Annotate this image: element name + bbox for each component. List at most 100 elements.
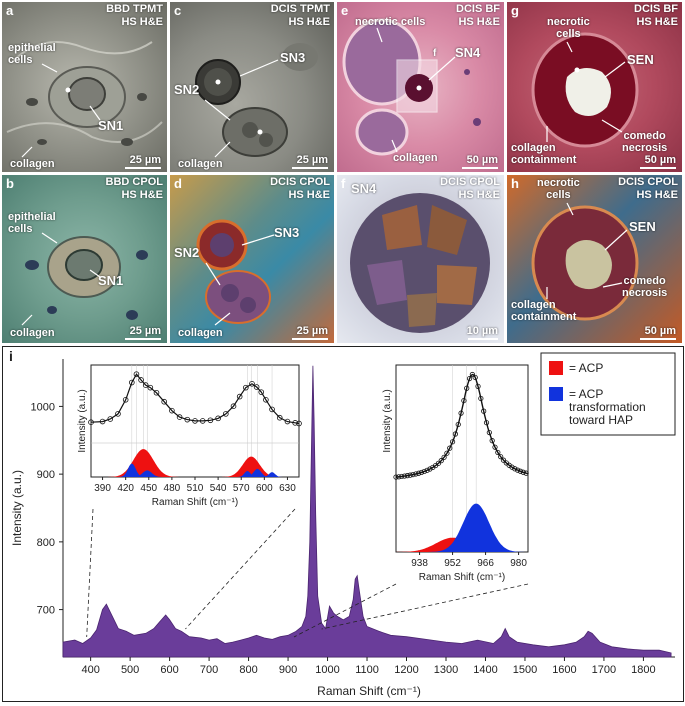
panel-c-image	[195, 43, 318, 157]
inset-right-data-point	[416, 470, 422, 476]
panel-c-scalebar: 25 µm	[292, 154, 328, 169]
inset-right-data-point	[472, 374, 478, 381]
panel-g-ann-sen: SEN	[627, 52, 654, 67]
inset-right-data-point	[413, 471, 419, 477]
panel-g-label: g	[511, 3, 519, 18]
inset-left-group: 390 420 450 480 510 540 570 600 630 Raman Shift (…	[77, 364, 302, 508]
inset-right-data-point	[469, 371, 475, 378]
inset-left-data-point	[215, 415, 221, 422]
panel-d: d DCIS CPOL HS H&E SN3 SN2 collagen 25 µ…	[170, 175, 334, 343]
panel-b-ann-epithelial: epithelial cells	[8, 211, 56, 235]
panel-d-title: DCIS CPOL HS H&E	[270, 176, 330, 201]
inset-left-data-point	[223, 411, 229, 417]
panel-c-label: c	[174, 3, 182, 18]
legend-frame	[540, 352, 676, 436]
panel-g-scalebar: 50 µm	[640, 154, 676, 169]
panel-h-ann-sen: SEN	[629, 219, 656, 234]
inset-left-component-hap	[236, 471, 259, 477]
panel-h-scale-label: 50 µm	[644, 325, 676, 337]
inset-right-data-point	[435, 460, 442, 466]
panel-b-ann-collagen: collagen	[10, 327, 55, 339]
inset-right-data-point	[461, 397, 467, 404]
x-tick-label: 1700	[592, 664, 616, 676]
inset-left-data-point	[243, 384, 249, 391]
x-tick-label: 1000	[315, 664, 339, 676]
panel-f-image	[350, 193, 490, 333]
inset-left-data-point	[249, 380, 255, 387]
inset-right-data-point	[492, 444, 498, 450]
panel-b-scalebar: 25 µm	[125, 325, 161, 340]
panel-d-label: d	[174, 176, 182, 191]
inset-right-component-hap	[396, 503, 528, 552]
panel-a-ann-epithelial: epithelial cells	[8, 42, 56, 66]
panel-g-ann-necrotic: necrotic cells	[547, 16, 590, 40]
panel-b-scale-label: 25 µm	[129, 325, 161, 337]
inset-right-data-point	[438, 458, 444, 464]
legend-text-0: = ACP	[569, 361, 603, 375]
inset-left-y-title: Intensity (a.u.)	[77, 389, 88, 452]
panel-e-label: e	[341, 3, 349, 18]
inset-right-data-point	[393, 474, 399, 480]
inset-left-component-acp	[221, 456, 281, 477]
legend-text-1: toward HAP	[569, 413, 633, 427]
inset-left-data-point	[284, 418, 291, 425]
inset-left-data-point	[292, 420, 298, 426]
panel-h-title: DCIS CPOL HS H&E	[618, 176, 678, 201]
x-tick-label: 400	[81, 664, 99, 676]
panel-g-scale-label: 50 µm	[644, 154, 676, 166]
inset-left-data-point	[184, 416, 191, 423]
inset-left-data-point	[129, 379, 135, 386]
inset-right-data-point	[478, 395, 484, 402]
inset-left-data-point	[122, 396, 129, 403]
panel-f-ann-sn4: SN4	[351, 181, 377, 196]
panel-f-scalebar: 10 µm	[467, 325, 498, 340]
panel-f: f DCIS CPOL HS H&E SN4 10 µm	[337, 175, 504, 343]
panel-g-ann-comedo: comedo necrosis	[622, 130, 668, 154]
panel-g-ann-containment: collagen containment	[511, 142, 577, 166]
x-tick-label: 500	[121, 664, 139, 676]
raman-spectrum-svg: i 400 500 600 700 800 900 1000 1100 1200 1300 1400 1…	[9, 348, 676, 698]
inset-left-data-point	[199, 418, 206, 424]
inset-right-data-point	[424, 467, 430, 473]
panel-c: c DCIS TPMT HS H&E SN3 SN2 collagen 25 µ…	[170, 2, 334, 172]
y-tick-label: 700	[37, 605, 55, 617]
inset-right-data-point	[441, 454, 447, 460]
inset-left-fit-line	[90, 373, 300, 425]
x-tick-label: 700	[200, 664, 218, 676]
inset-left-data-point	[258, 389, 265, 395]
inset-right-data-point	[486, 429, 492, 436]
inset-right-data-point	[396, 474, 402, 480]
inset-right-data-point	[455, 421, 461, 428]
panel-d-image	[196, 219, 271, 324]
inset-right-data-point	[452, 431, 458, 437]
panel-b-label: b	[6, 176, 14, 191]
inset-right-data-point	[483, 420, 490, 426]
inset-right-x-tick-label: 938	[411, 558, 428, 569]
inset-left-data-point	[236, 393, 243, 400]
inset-right-data-point	[407, 472, 413, 478]
panel-a-scale-label: 25 µm	[129, 154, 161, 166]
inset-right-data-point	[500, 457, 507, 463]
inset-left-data-point	[230, 403, 237, 409]
panel-e-title: DCIS BF HS H&E	[456, 3, 500, 28]
panel-h-ann-containment: collagen containment	[511, 299, 577, 323]
inset-right-data-point	[520, 469, 526, 475]
y-tick-label: 1000	[31, 401, 55, 413]
inset-right-data-point	[427, 466, 433, 472]
inset-right-x-tick-label: 952	[444, 558, 461, 569]
inset-right-data-point	[464, 385, 470, 391]
inset-right-x-tick-label: 980	[510, 558, 527, 569]
inset-right-data-point	[481, 408, 487, 414]
inset-right-data-point	[475, 383, 481, 389]
inset-right-data-point	[458, 410, 464, 416]
inset-left-x-tick-label: 390	[94, 483, 111, 494]
panel-d-ann-collagen: collagen	[178, 327, 223, 339]
inset-left-data-point	[88, 419, 94, 425]
panel-a-ann-sn1: SN1	[98, 118, 124, 133]
inset-left-data-point	[276, 414, 283, 421]
inset-left-component-hap	[118, 463, 146, 477]
inset-right-data-point	[498, 454, 504, 460]
inset-left-data-point	[253, 384, 260, 390]
inset-left-data-point	[138, 377, 144, 383]
